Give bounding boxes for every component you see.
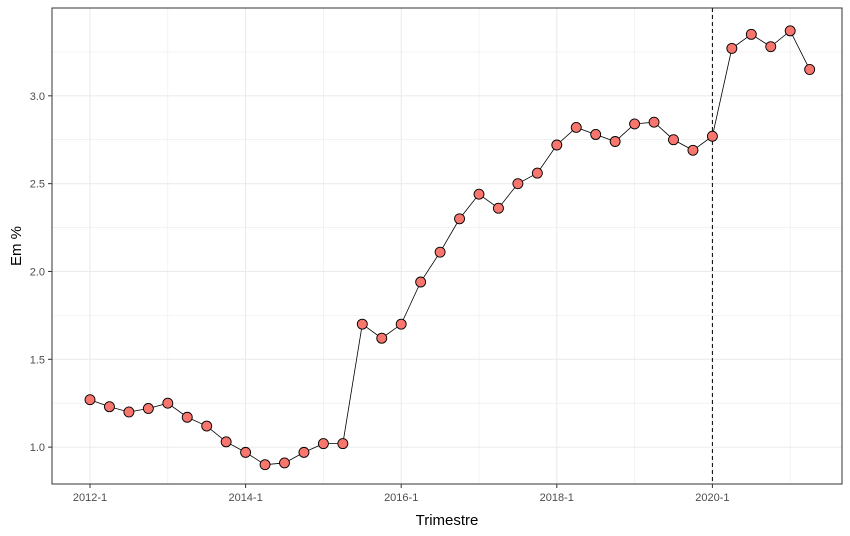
major-gridlines — [52, 8, 842, 484]
y-tick-label: 1.0 — [30, 442, 45, 454]
data-point — [784, 25, 796, 37]
data-point — [804, 64, 816, 75]
data-point — [103, 401, 115, 413]
data-point — [434, 246, 446, 258]
data-point — [570, 121, 582, 133]
data-points — [84, 25, 816, 471]
data-point — [142, 403, 154, 414]
data-point — [395, 318, 407, 330]
data-point — [123, 406, 135, 418]
x-axis-ticks: 2012-1 2014-1 2016-1 2018-1 2020-1 — [73, 484, 730, 504]
y-axis-title: Em % — [8, 226, 25, 266]
data-point — [181, 411, 193, 423]
data-point — [706, 130, 718, 142]
y-tick-label: 2.0 — [30, 266, 45, 278]
data-point — [454, 213, 465, 225]
data-point — [279, 457, 290, 469]
data-point — [317, 438, 329, 450]
data-point — [648, 116, 660, 128]
x-tick-label: 2018-1 — [540, 492, 574, 504]
data-point — [765, 41, 777, 53]
data-point — [240, 446, 252, 458]
data-point — [726, 42, 738, 54]
data-point — [531, 167, 543, 179]
data-point — [259, 459, 271, 471]
data-point — [415, 276, 427, 288]
data-point — [220, 436, 232, 448]
y-tick-label: 2.5 — [30, 179, 45, 191]
y-tick-label: 1.5 — [30, 354, 45, 366]
x-tick-label: 2014-1 — [228, 492, 262, 504]
minor-gridlines — [52, 7, 842, 484]
data-point — [745, 28, 757, 40]
y-tick-label: 3.0 — [30, 91, 45, 103]
x-tick-label: 2020-1 — [695, 492, 729, 504]
data-point — [201, 420, 213, 432]
data-point — [298, 446, 310, 458]
panel-border — [51, 7, 843, 485]
data-point — [162, 397, 174, 409]
data-point — [376, 332, 388, 344]
data-point — [629, 118, 641, 130]
data-point — [609, 136, 621, 147]
data-point — [84, 394, 96, 406]
data-point — [687, 144, 699, 156]
data-point — [337, 438, 349, 450]
data-point — [551, 139, 563, 151]
data-point — [590, 129, 602, 140]
y-axis-ticks: 1.0 1.5 2.0 2.5 3.0 — [30, 91, 52, 454]
data-point — [493, 202, 504, 214]
x-tick-label: 2016-1 — [384, 492, 418, 504]
data-point — [512, 178, 524, 190]
data-point — [356, 318, 368, 330]
data-point — [668, 134, 679, 146]
data-point — [473, 188, 485, 200]
x-axis-title: Trimestre — [416, 512, 479, 529]
x-tick-label: 2012-1 — [73, 492, 107, 504]
